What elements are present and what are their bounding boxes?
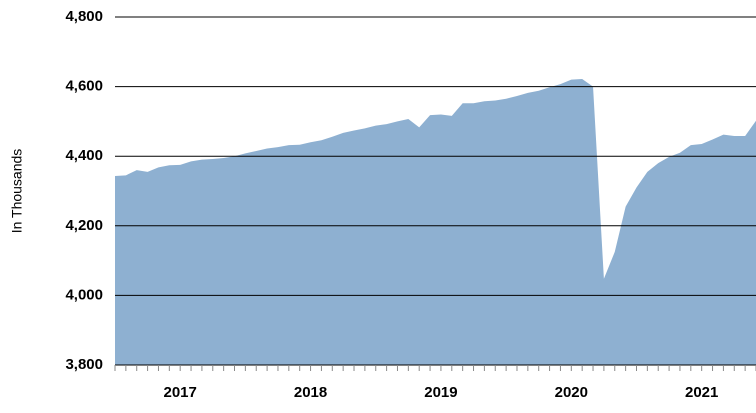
y-tick-label: 4,800 [65, 8, 103, 25]
x-tick-label: 2017 [163, 384, 196, 401]
y-tick-label: 4,400 [65, 147, 103, 164]
x-tick-label: 2018 [294, 384, 327, 401]
y-tick-label: 4,200 [65, 217, 103, 234]
y-tick-label: 3,800 [65, 356, 103, 373]
y-tick-label: 4,000 [65, 286, 103, 303]
x-tick-label: 2019 [424, 384, 457, 401]
area [115, 78, 756, 365]
x-tick-label: 2020 [555, 384, 588, 401]
y-axis-label: In Thousands [9, 149, 25, 234]
x-tick-label: 2021 [685, 384, 718, 401]
y-tick-label: 4,600 [65, 78, 103, 95]
